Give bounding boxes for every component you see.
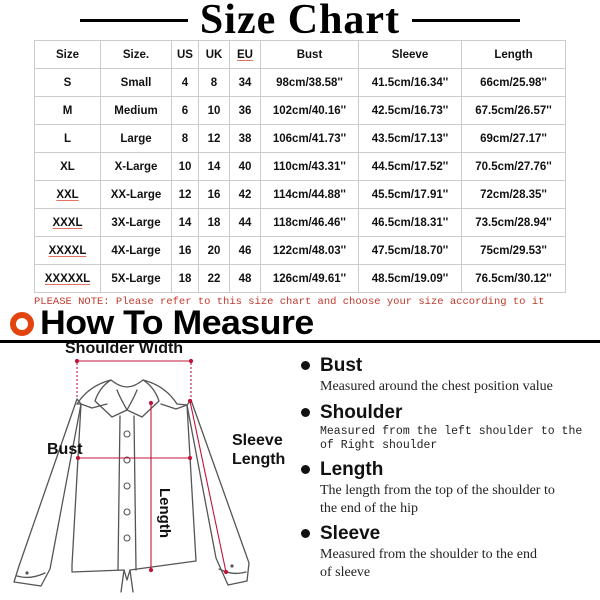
- svg-text:Sleeve: Sleeve: [232, 432, 283, 449]
- svg-text:Shoulder Width: Shoulder Width: [65, 340, 183, 357]
- svg-text:Length: Length: [232, 451, 285, 468]
- svg-text:Length: Length: [156, 488, 173, 538]
- svg-text:Bust: Bust: [47, 441, 83, 458]
